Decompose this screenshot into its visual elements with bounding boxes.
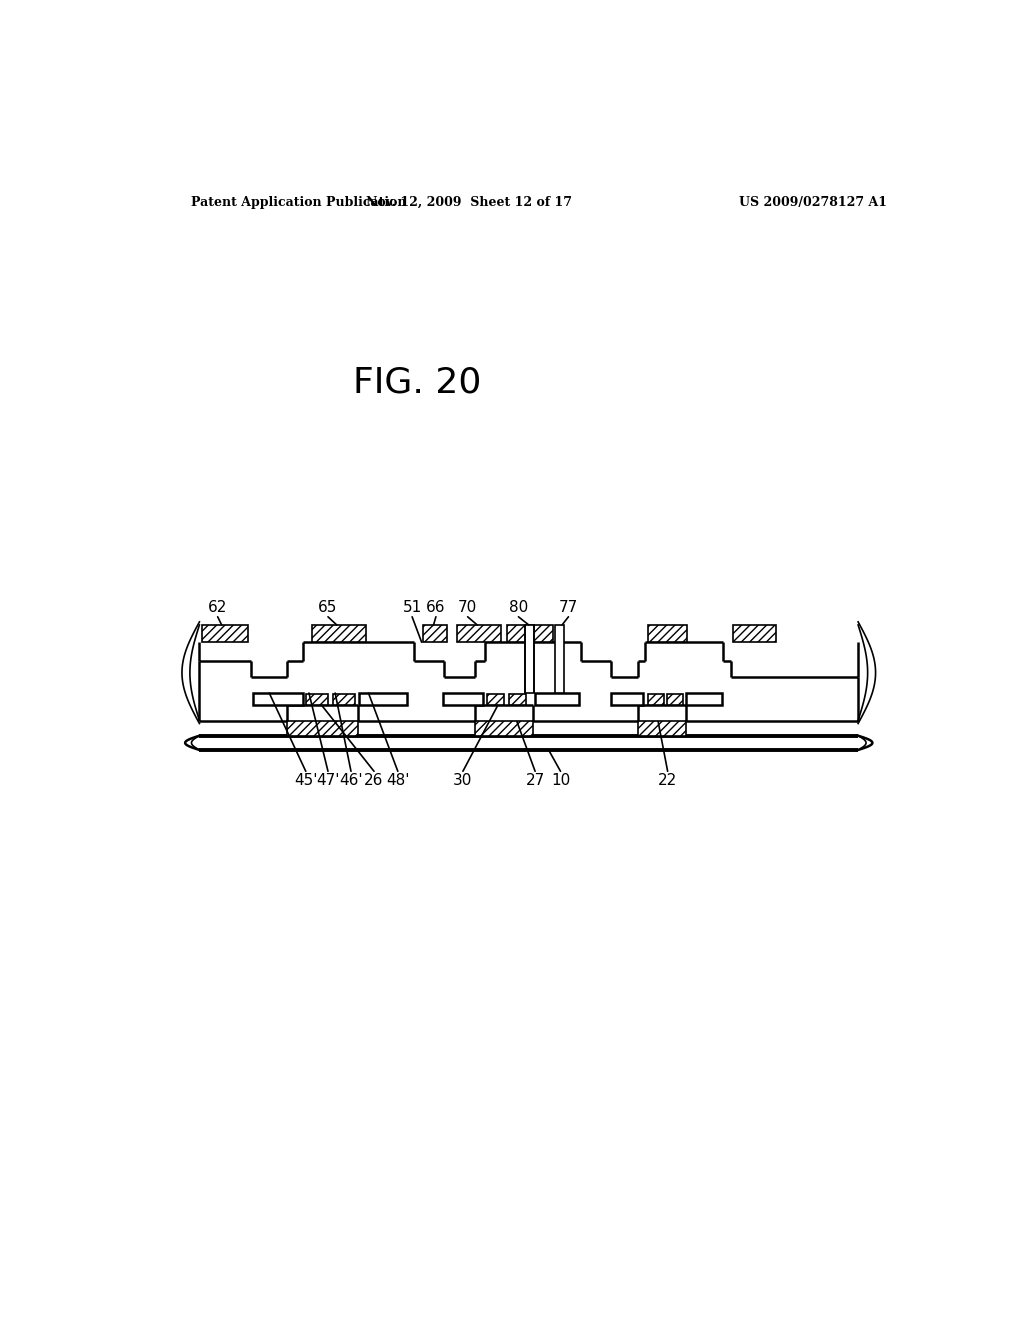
Text: FIG. 20: FIG. 20 xyxy=(353,366,482,399)
Bar xyxy=(253,693,303,705)
Bar xyxy=(486,694,504,705)
Text: 45': 45' xyxy=(294,774,317,788)
Bar xyxy=(423,624,447,643)
Bar xyxy=(638,722,686,735)
Text: 77: 77 xyxy=(559,601,579,615)
Text: 62: 62 xyxy=(208,601,227,615)
Bar xyxy=(536,693,579,705)
Bar xyxy=(458,624,501,643)
Bar xyxy=(200,643,858,722)
Text: 51: 51 xyxy=(402,601,422,615)
Bar xyxy=(200,705,858,722)
Text: Nov. 12, 2009  Sheet 12 of 17: Nov. 12, 2009 Sheet 12 of 17 xyxy=(367,195,572,209)
Text: US 2009/0278127 A1: US 2009/0278127 A1 xyxy=(739,195,887,209)
Bar xyxy=(667,694,683,705)
Text: 65: 65 xyxy=(318,601,338,615)
Text: 27: 27 xyxy=(525,774,545,788)
Bar xyxy=(333,694,355,705)
Bar xyxy=(648,694,664,705)
Text: 47': 47' xyxy=(316,774,340,788)
Bar xyxy=(611,693,643,705)
Text: 46': 46' xyxy=(339,774,362,788)
Text: 30: 30 xyxy=(454,774,473,788)
Text: Patent Application Publication: Patent Application Publication xyxy=(191,195,407,209)
Bar xyxy=(359,693,407,705)
Text: 70: 70 xyxy=(458,601,477,615)
Bar xyxy=(306,694,328,705)
Bar xyxy=(475,722,532,735)
Bar xyxy=(524,624,535,693)
Bar xyxy=(287,722,358,735)
Text: 48': 48' xyxy=(386,774,410,788)
Bar xyxy=(312,624,367,643)
Bar xyxy=(507,624,553,643)
Text: 10: 10 xyxy=(551,774,570,788)
Bar xyxy=(555,624,564,693)
Text: 80: 80 xyxy=(509,601,528,615)
Bar xyxy=(733,624,776,643)
Bar xyxy=(686,693,722,705)
Bar xyxy=(443,693,482,705)
Text: 66: 66 xyxy=(426,601,445,615)
Bar xyxy=(648,624,687,643)
Bar xyxy=(202,624,248,643)
Text: 26: 26 xyxy=(365,774,384,788)
Bar xyxy=(509,694,526,705)
Text: 22: 22 xyxy=(658,774,677,788)
